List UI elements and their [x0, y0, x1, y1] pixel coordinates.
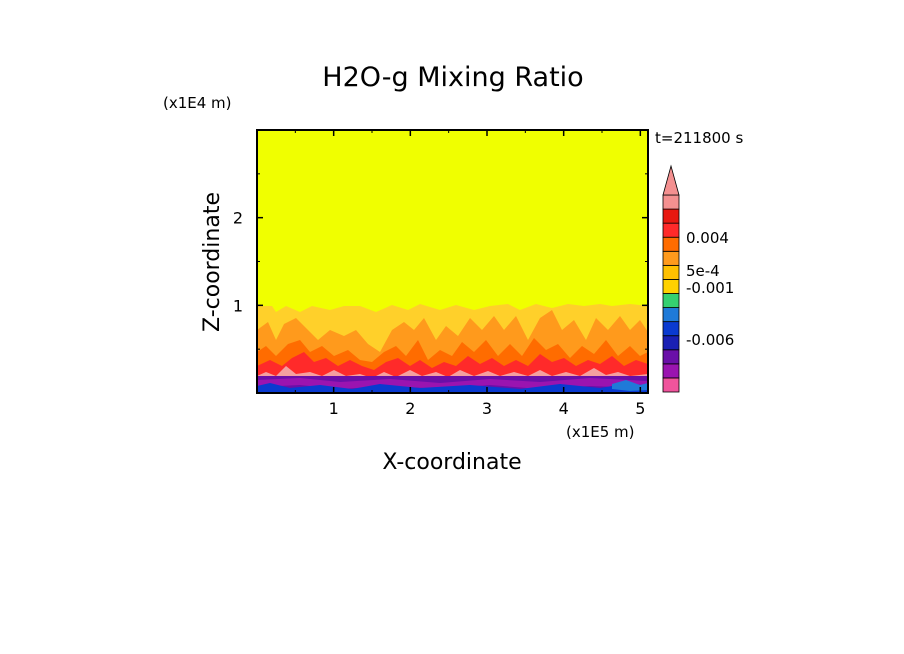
y-ticks: 12: [233, 173, 648, 350]
colorbar-swatch: [662, 349, 680, 365]
x-axis-label: X-coordinate: [382, 450, 521, 475]
y-tick-label: 1: [233, 296, 243, 315]
contour-blue-patches: [257, 383, 648, 393]
colorbar-swatch: [662, 377, 680, 393]
colorbar-swatch: [662, 335, 680, 351]
y-unit-label: (x1E4 m): [163, 94, 232, 112]
colorbar-swatch: [662, 264, 680, 280]
colorbar-swatch: [662, 236, 680, 252]
plot-area: [257, 130, 648, 393]
x-tick-label: 4: [559, 399, 569, 418]
colorbar-swatch: [662, 222, 680, 238]
colorbar-swatch: [662, 208, 680, 224]
x-unit-label: (x1E5 m): [566, 423, 635, 441]
colorbar-swatch: [662, 307, 680, 323]
x-tick-label: 1: [329, 399, 339, 418]
colorbar-label-neg0006: -0.006: [686, 331, 734, 349]
x-tick-label: 5: [635, 399, 645, 418]
colorbar: [662, 164, 680, 393]
x-ticks: 1 2 3 4 5: [294, 130, 645, 418]
chart-title: H2O-g Mixing Ratio: [322, 62, 583, 93]
time-label: t=211800 s: [655, 129, 743, 147]
colorbar-swatch: [662, 279, 680, 294]
x-tick-label: 2: [405, 399, 415, 418]
y-tick-label: 2: [233, 209, 243, 228]
colorbar-swatch: [662, 250, 680, 266]
colorbar-swatch: [662, 293, 680, 308]
contour-light-blue-patches: [612, 380, 648, 391]
colorbar-extend-arrow: [662, 164, 680, 196]
y-axis-label: Z-coordinate: [200, 192, 225, 332]
colorbar-label-0004: 0.004: [686, 229, 729, 247]
x-tick-label: 3: [482, 399, 492, 418]
colorbar-label-neg0001: -0.001: [686, 279, 734, 297]
colorbar-swatch: [662, 363, 680, 379]
colorbar-label-5e-4: 5e-4: [686, 262, 720, 280]
colorbar-swatch: [662, 321, 680, 337]
colorbar-swatch: [662, 194, 680, 210]
